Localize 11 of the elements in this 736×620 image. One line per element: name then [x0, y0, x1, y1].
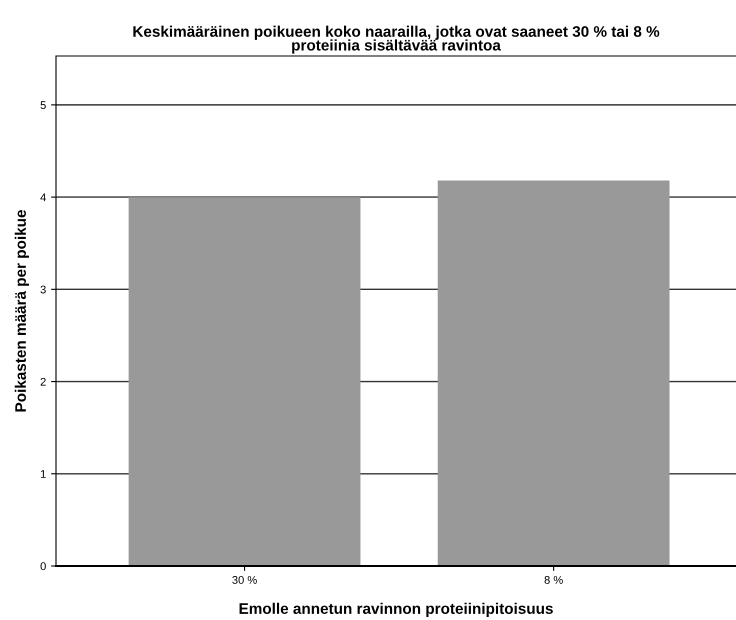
chart-title: Keskimääräinen poikueen koko naarailla, jotka ovat saaneet 30 % tai 8 % proteiinia sisältävää ravintoa: [133, 26, 660, 54]
x-tick-label: 8 %: [544, 576, 563, 584]
y-axis-title: Poikasten määrä per poikue: [14, 210, 29, 412]
x-tick-label: 30 %: [232, 576, 257, 584]
y-tick-label: 2: [40, 378, 46, 386]
x-axis-title: Emolle annetun ravinnon proteiinipitoisuus: [240, 602, 553, 617]
y-tick-label: 5: [40, 101, 46, 110]
y-tick-label: 0: [40, 562, 46, 570]
y-tick-label: 3: [40, 286, 46, 294]
y-tick-label: 4: [40, 193, 46, 202]
y-tick-label: 1: [40, 470, 46, 478]
